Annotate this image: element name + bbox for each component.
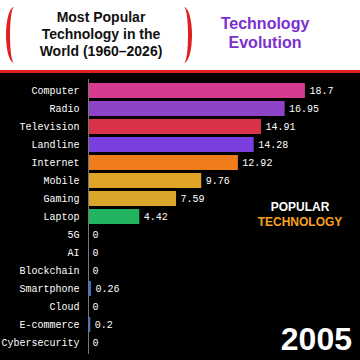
svg-text:0: 0 xyxy=(93,266,99,277)
html-text:Most Popular Technology in the: Most Popular Technology in the World (19… xyxy=(39,9,163,59)
svg-text:Radio: Radio xyxy=(49,104,79,115)
svg-text:Cloud: Cloud xyxy=(49,302,79,313)
svg-text:12.92: 12.92 xyxy=(242,158,272,169)
svg-text:Blockchain: Blockchain xyxy=(19,266,79,277)
svg-text:Mobile: Mobile xyxy=(43,176,79,187)
svg-text:Internet: Internet xyxy=(31,158,79,169)
svg-text:14.28: 14.28 xyxy=(258,140,288,151)
svg-text:4.42: 4.42 xyxy=(144,212,168,223)
svg-text:18.7: 18.7 xyxy=(309,86,333,97)
html-text:Technology Evolution: Technology Evolution xyxy=(220,15,310,51)
svg-text:0: 0 xyxy=(93,338,99,349)
html-text:TECHNOLOGY: TECHNOLOGY xyxy=(257,215,343,229)
svg-text:Gaming: Gaming xyxy=(43,194,79,205)
svg-text:Smartphone: Smartphone xyxy=(19,284,79,295)
svg-text:5G: 5G xyxy=(67,230,79,241)
svg-text:E-commerce: E-commerce xyxy=(19,320,79,331)
svg-text:0: 0 xyxy=(93,230,99,241)
svg-text:0: 0 xyxy=(93,248,99,259)
svg-text:0: 0 xyxy=(93,302,99,313)
svg-text:Landline: Landline xyxy=(31,140,79,151)
svg-text:16.95: 16.95 xyxy=(289,104,319,115)
svg-text:Laptop: Laptop xyxy=(43,212,79,223)
html-text:POPULAR: POPULAR xyxy=(270,200,330,214)
svg-text:0.2: 0.2 xyxy=(95,320,113,331)
svg-text:Television: Television xyxy=(19,122,79,133)
svg-text:7.59: 7.59 xyxy=(181,194,205,205)
svg-text:9.76: 9.76 xyxy=(206,176,230,187)
svg-text:0.26: 0.26 xyxy=(96,284,120,295)
svg-text:Cybersecurity: Cybersecurity xyxy=(1,338,79,349)
svg-text:AI: AI xyxy=(67,248,79,259)
html-text:2005: 2005 xyxy=(280,321,352,357)
svg-text:14.91: 14.91 xyxy=(265,122,295,133)
svg-text:Computer: Computer xyxy=(31,86,79,97)
